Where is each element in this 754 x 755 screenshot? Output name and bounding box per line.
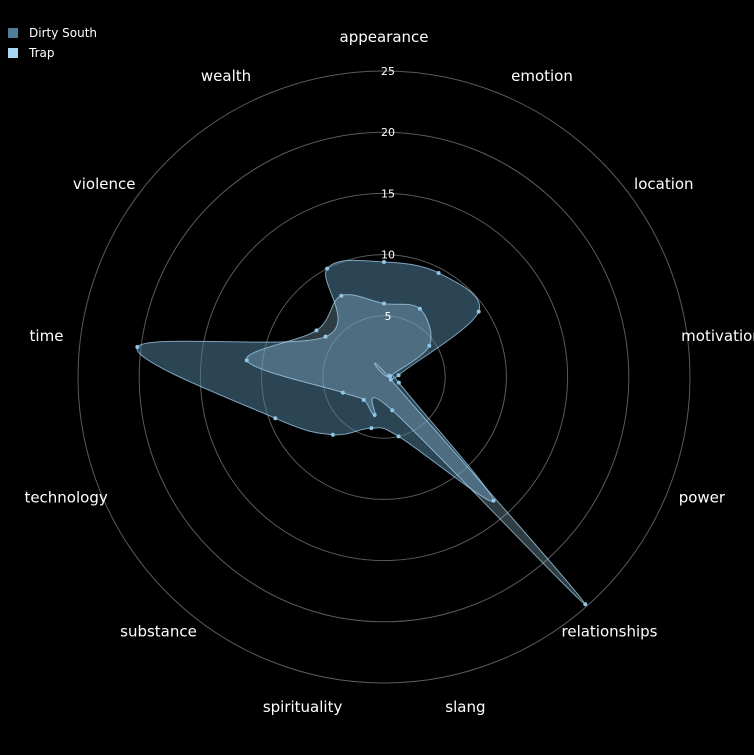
point-dirty-south-power [396, 380, 401, 385]
legend-swatch-dirty-south [8, 28, 18, 38]
legend-label-dirty-south: Dirty South [29, 26, 98, 40]
axis-label-violence: violence [73, 175, 136, 193]
point-trap-relationships [583, 602, 588, 607]
series-layer [135, 259, 588, 607]
point-trap-spirituality [372, 413, 377, 418]
point-dirty-south-relationships [491, 498, 496, 503]
axis-label-appearance: appearance [340, 28, 429, 46]
legend-item-dirty-south[interactable]: Dirty South [8, 23, 97, 43]
point-trap-time [244, 358, 249, 363]
point-trap-technology [340, 390, 345, 395]
point-dirty-south-technology [273, 416, 278, 421]
axis-label-slang: slang [445, 698, 485, 716]
legend: Dirty South Trap [8, 23, 97, 63]
point-trap-substance [361, 397, 366, 402]
point-dirty-south-emotion [436, 270, 441, 275]
axis-label-emotion: emotion [511, 67, 573, 85]
point-dirty-south-appearance [382, 259, 386, 264]
point-trap-violence [314, 328, 319, 333]
point-dirty-south-substance [330, 432, 335, 437]
r-tick-3: 15 [381, 187, 395, 200]
axis-label-motivation: motivation [681, 327, 754, 345]
axis-label-location: location [634, 175, 694, 193]
point-trap-power [388, 377, 393, 382]
r-tick-5: 25 [381, 65, 395, 78]
point-dirty-south-wealth [325, 266, 330, 271]
grid-ring-4 [138, 131, 630, 623]
axis-label-spirituality: spirituality [263, 698, 343, 716]
point-dirty-south-time [135, 345, 140, 350]
point-trap-slang [390, 408, 395, 413]
legend-swatch-trap [8, 48, 18, 58]
axis-label-relationships: relationships [562, 623, 658, 641]
point-dirty-south-location [476, 309, 481, 314]
point-trap-emotion [417, 306, 422, 311]
r-tick-4: 20 [381, 126, 395, 139]
series-area-trap [246, 294, 586, 605]
legend-label-trap: Trap [29, 46, 55, 60]
axis-label-time: time [30, 327, 64, 345]
series-dirty-south [135, 259, 496, 503]
point-trap-motivation [388, 374, 393, 379]
r-tick-2: 10 [381, 249, 395, 262]
grid-ring-5 [77, 70, 691, 684]
series-area-dirty-south [136, 259, 495, 503]
radial-ticks: 5 10 15 20 25 [381, 65, 395, 323]
point-dirty-south-slang [396, 434, 401, 439]
series-trap [244, 293, 588, 607]
r-tick-1: 5 [385, 310, 392, 323]
point-trap-appearance [382, 301, 386, 306]
axis-label-power: power [679, 489, 726, 507]
axis-labels: appearance emotion location motivation power… [24, 28, 754, 716]
point-dirty-south-violence [323, 334, 328, 339]
point-trap-location [427, 343, 432, 348]
radar-grid [77, 70, 691, 684]
point-trap-wealth [339, 293, 344, 298]
legend-item-trap[interactable]: Trap [8, 43, 97, 63]
axis-label-wealth: wealth [201, 67, 251, 85]
axis-label-technology: technology [24, 489, 107, 507]
point-dirty-south-spirituality [369, 426, 374, 431]
axis-label-substance: substance [120, 623, 197, 641]
point-dirty-south-motivation [396, 373, 401, 378]
